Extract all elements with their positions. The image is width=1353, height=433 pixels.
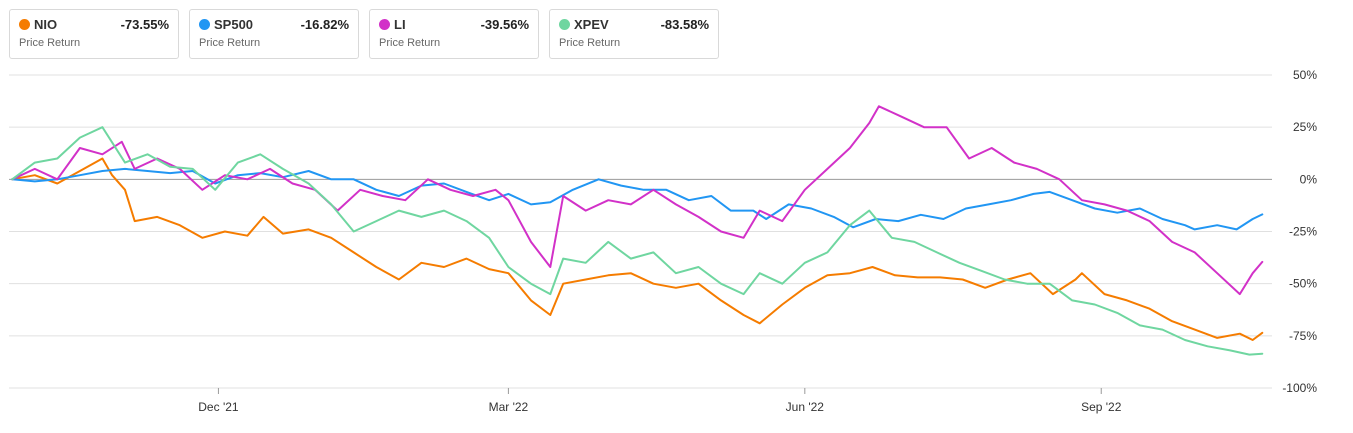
legend-ticker-sp500: SP500 — [214, 16, 254, 32]
legend-card-nio[interactable]: NIO -73.55% Price Return — [9, 9, 179, 59]
y-tick-label: -50% — [1289, 277, 1317, 291]
y-tick-label: -75% — [1289, 329, 1317, 343]
legend-card-li[interactable]: LI -39.56% Price Return — [369, 9, 539, 59]
series-line-xpev[interactable] — [11, 126, 1264, 356]
legend-subtitle-nio: Price Return — [19, 37, 81, 49]
legend-subtitle-sp500: Price Return — [199, 37, 261, 49]
legend-dot-sp500 — [199, 18, 210, 30]
legend-ticker-nio: NIO — [34, 16, 58, 32]
legend-return-nio: -73.55% — [120, 16, 169, 32]
x-tick-label: Sep '22 — [1081, 400, 1122, 414]
legend-card-sp500[interactable]: SP500 -16.82% Price Return — [189, 9, 359, 59]
grid-lines — [9, 74, 1272, 389]
legend-card-xpev[interactable]: XPEV -83.58% Price Return — [549, 9, 719, 59]
legend-dot-nio — [19, 18, 30, 30]
y-tick-label: -100% — [1282, 381, 1317, 395]
series-line-li[interactable] — [11, 105, 1264, 296]
legend-ticker-xpev: XPEV — [574, 16, 609, 32]
legend-return-li: -39.56% — [480, 16, 529, 32]
x-axis: Dec '21 Mar '22 Jun '22 Sep '22 — [198, 388, 1122, 414]
series-line-nio[interactable] — [11, 157, 1264, 341]
y-tick-label: 0% — [1300, 172, 1318, 186]
legend-return-sp500: -16.82% — [300, 16, 349, 32]
legend-subtitle-xpev: Price Return — [559, 37, 621, 49]
series-lines — [11, 105, 1264, 356]
x-tick-label: Dec '21 — [198, 400, 239, 414]
legend-dot-xpev — [559, 18, 570, 30]
legend-dot-li — [379, 18, 390, 30]
y-axis: 50% 25% 0% -25% -50% -75% -100% — [1282, 68, 1317, 395]
x-tick-label: Mar '22 — [489, 400, 529, 414]
legend-subtitle-li: Price Return — [379, 37, 441, 49]
legend-ticker-li: LI — [394, 16, 406, 32]
y-tick-label: 25% — [1293, 120, 1317, 134]
x-tick-label: Jun '22 — [786, 400, 825, 414]
y-tick-label: 50% — [1293, 68, 1317, 82]
legend-return-xpev: -83.58% — [660, 16, 709, 32]
series-line-sp500[interactable] — [11, 167, 1264, 231]
legend: NIO -73.55% Price Return SP500 -16.82% P… — [9, 9, 719, 59]
y-tick-label: -25% — [1289, 225, 1317, 239]
